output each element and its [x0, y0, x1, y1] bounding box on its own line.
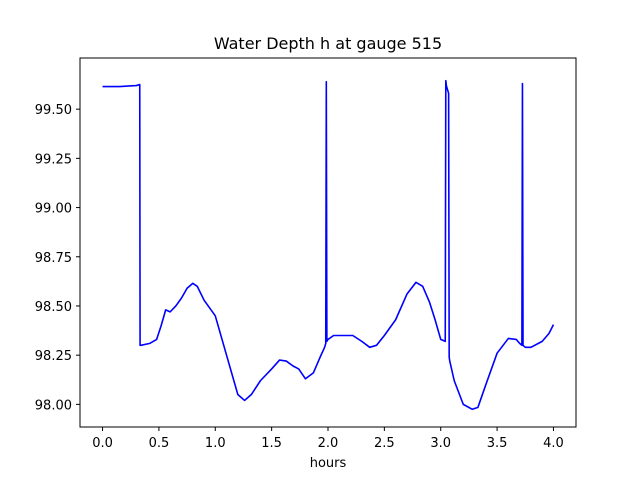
y-axis: 98.00 98.25 98.50 98.75 99.00 99.25 99.50 [35, 103, 80, 413]
x-tick-label: 1.0 [205, 436, 226, 451]
x-axis: 0.0 0.5 1.0 1.5 2.0 2.5 3.0 3.5 4.0 [92, 427, 564, 451]
y-tick-label: 98.25 [35, 349, 72, 364]
x-tick-label: 3.5 [487, 436, 508, 451]
y-tick-label: 99.50 [35, 103, 72, 118]
x-tick-label: 0.5 [149, 436, 170, 451]
x-axis-label: hours [310, 456, 347, 471]
chart-title: Water Depth h at gauge 515 [214, 34, 442, 53]
x-tick-label: 0.0 [92, 436, 113, 451]
series-line [102, 79, 555, 411]
plot-frame [79, 57, 577, 428]
y-tick-label: 98.00 [35, 398, 72, 413]
series-layer [102, 79, 555, 411]
x-tick-label: 3.0 [430, 436, 451, 451]
y-tick-label: 98.50 [35, 300, 72, 315]
y-tick-label: 99.00 [35, 202, 72, 217]
y-tick-label: 99.25 [35, 152, 72, 167]
x-tick-label: 1.5 [261, 436, 282, 451]
x-tick-label: 2.5 [374, 436, 395, 451]
x-tick-label: 2.0 [318, 436, 339, 451]
x-tick-label: 4.0 [543, 436, 564, 451]
y-tick-label: 98.75 [35, 251, 72, 266]
